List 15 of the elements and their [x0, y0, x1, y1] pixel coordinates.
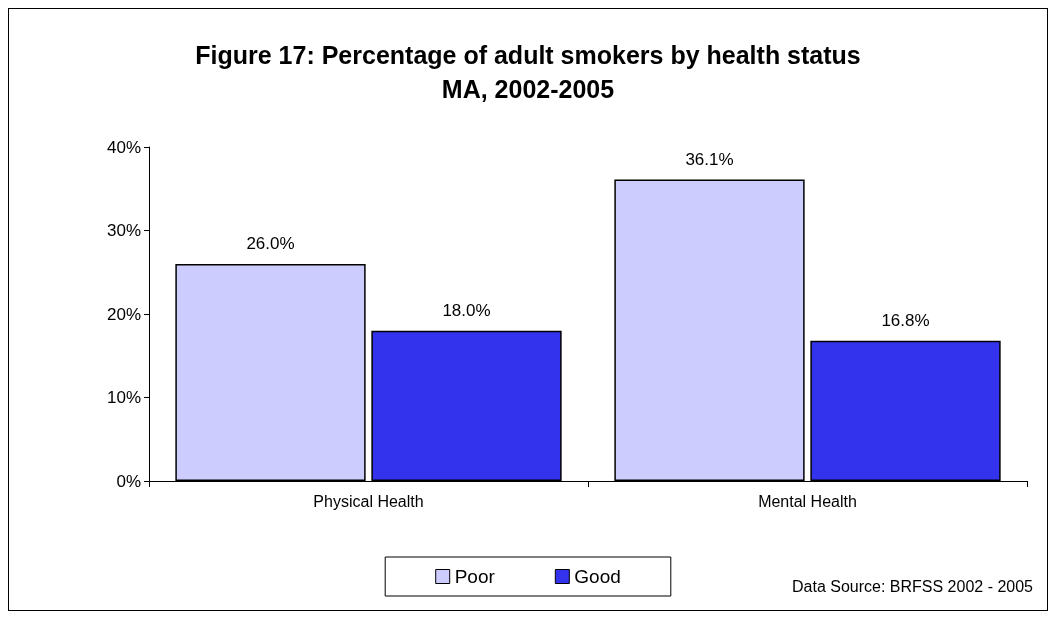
data-label: 36.1% — [685, 149, 734, 169]
y-tick-label: 30% — [106, 221, 141, 240]
y-tick-label: 20% — [106, 304, 141, 324]
y-tick-label: 0% — [116, 471, 141, 491]
chart-title: Figure 17: Percentage of adult smokers by health status MA, 2002-2005 — [195, 41, 861, 103]
x-tick-label: Physical Health — [313, 492, 424, 510]
data-label: 26.0% — [246, 233, 295, 253]
data-label: 16.8% — [881, 310, 930, 330]
legend-label: Good — [574, 566, 621, 587]
source-note: Data Source: BRFSS 2002 - 2005 — [791, 577, 1034, 595]
y-tick-label: 40% — [106, 137, 141, 157]
legend-label: Poor — [454, 566, 496, 587]
y-tick-label: 10% — [106, 388, 141, 407]
data-label: 18.0% — [442, 300, 491, 320]
x-tick-label: Mental Health — [758, 492, 857, 510]
